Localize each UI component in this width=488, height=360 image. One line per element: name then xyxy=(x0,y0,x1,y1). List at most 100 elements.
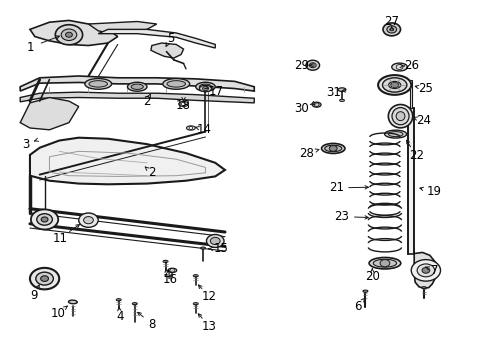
Text: 1: 1 xyxy=(26,41,34,54)
Text: 23: 23 xyxy=(334,210,349,223)
Ellipse shape xyxy=(68,300,77,304)
Text: 18: 18 xyxy=(176,99,191,112)
Text: 30: 30 xyxy=(294,102,309,115)
Circle shape xyxy=(329,145,336,151)
Ellipse shape xyxy=(193,303,198,305)
Text: 11: 11 xyxy=(53,231,67,244)
Text: 19: 19 xyxy=(426,185,440,198)
Ellipse shape xyxy=(321,143,344,153)
Text: 26: 26 xyxy=(403,59,418,72)
Circle shape xyxy=(386,26,396,33)
Circle shape xyxy=(83,217,93,224)
Circle shape xyxy=(389,28,393,31)
Text: 2: 2 xyxy=(143,95,150,108)
Ellipse shape xyxy=(89,81,107,87)
Polygon shape xyxy=(20,98,79,130)
Circle shape xyxy=(210,237,220,244)
Circle shape xyxy=(61,29,77,41)
Polygon shape xyxy=(30,21,118,45)
Ellipse shape xyxy=(395,112,404,121)
Circle shape xyxy=(55,25,82,45)
Text: 5: 5 xyxy=(166,32,174,45)
Ellipse shape xyxy=(421,287,425,288)
Ellipse shape xyxy=(116,299,121,301)
Ellipse shape xyxy=(391,108,408,125)
Ellipse shape xyxy=(132,303,137,305)
Circle shape xyxy=(30,268,59,289)
Ellipse shape xyxy=(163,260,167,262)
Circle shape xyxy=(31,210,58,229)
Ellipse shape xyxy=(372,259,396,267)
Polygon shape xyxy=(20,92,254,103)
Circle shape xyxy=(410,260,440,281)
Circle shape xyxy=(37,214,52,225)
Text: 28: 28 xyxy=(299,147,314,159)
Ellipse shape xyxy=(387,132,402,136)
Text: 6: 6 xyxy=(353,300,361,313)
Polygon shape xyxy=(98,30,215,48)
Circle shape xyxy=(65,32,72,37)
Circle shape xyxy=(382,23,400,36)
Circle shape xyxy=(206,234,224,247)
Ellipse shape xyxy=(324,145,341,152)
Text: 17: 17 xyxy=(208,85,224,98)
Ellipse shape xyxy=(368,257,400,269)
Text: 16: 16 xyxy=(163,273,178,286)
Text: 8: 8 xyxy=(148,318,155,331)
Ellipse shape xyxy=(166,81,185,87)
Text: 4: 4 xyxy=(116,310,123,323)
Polygon shape xyxy=(409,80,411,108)
Circle shape xyxy=(309,63,316,68)
Text: 22: 22 xyxy=(408,149,423,162)
Text: 21: 21 xyxy=(328,181,343,194)
Ellipse shape xyxy=(163,78,189,89)
Circle shape xyxy=(305,60,319,70)
Text: 4: 4 xyxy=(163,269,171,282)
Ellipse shape xyxy=(337,88,345,91)
Text: 20: 20 xyxy=(364,270,379,283)
Text: 31: 31 xyxy=(325,86,340,99)
Text: 13: 13 xyxy=(202,320,216,333)
Text: 12: 12 xyxy=(202,290,217,303)
Circle shape xyxy=(79,213,98,227)
Polygon shape xyxy=(407,108,413,253)
Ellipse shape xyxy=(388,81,400,89)
Text: 15: 15 xyxy=(213,242,228,255)
Ellipse shape xyxy=(167,268,176,273)
Text: 14: 14 xyxy=(197,123,212,136)
Ellipse shape xyxy=(391,63,407,71)
Text: 29: 29 xyxy=(294,59,309,72)
Circle shape xyxy=(36,272,53,285)
Ellipse shape xyxy=(199,85,211,92)
Ellipse shape xyxy=(362,290,367,292)
Circle shape xyxy=(421,267,429,273)
Polygon shape xyxy=(30,138,224,184)
Circle shape xyxy=(41,276,48,282)
Text: 10: 10 xyxy=(51,307,65,320)
Ellipse shape xyxy=(131,84,143,89)
Ellipse shape xyxy=(84,78,111,89)
Circle shape xyxy=(41,217,48,222)
Text: 27: 27 xyxy=(384,15,398,28)
Polygon shape xyxy=(88,22,157,33)
Text: 7: 7 xyxy=(430,264,438,277)
Text: 3: 3 xyxy=(22,138,30,150)
Polygon shape xyxy=(151,43,183,58)
Ellipse shape xyxy=(195,82,215,91)
Circle shape xyxy=(416,264,434,277)
Text: 2: 2 xyxy=(148,166,155,179)
Ellipse shape xyxy=(127,82,147,91)
Polygon shape xyxy=(413,252,436,288)
Circle shape xyxy=(379,260,389,267)
Polygon shape xyxy=(20,76,254,91)
Ellipse shape xyxy=(382,78,406,92)
Text: 25: 25 xyxy=(418,82,432,95)
Ellipse shape xyxy=(200,247,205,249)
Circle shape xyxy=(202,86,208,91)
Text: 9: 9 xyxy=(30,289,38,302)
Ellipse shape xyxy=(339,99,344,102)
Ellipse shape xyxy=(377,75,410,95)
Circle shape xyxy=(390,82,398,88)
Ellipse shape xyxy=(312,102,321,107)
Ellipse shape xyxy=(199,84,211,89)
